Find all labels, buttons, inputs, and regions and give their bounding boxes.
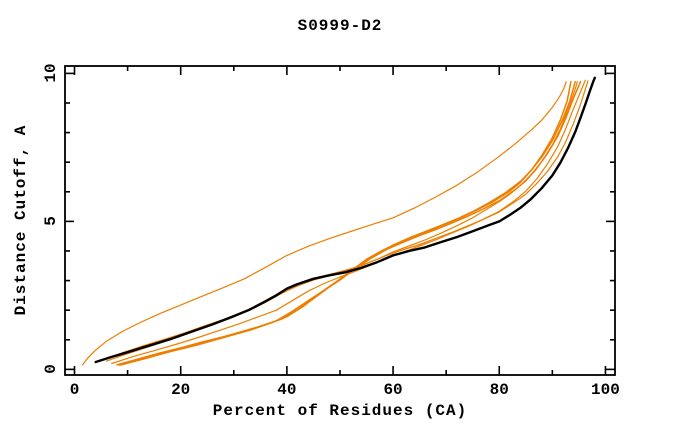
curve-orange-7: [111, 79, 586, 365]
curve-orange-3: [105, 81, 578, 362]
plot-title: S0999-D2: [297, 17, 383, 35]
y-axis-label: Distance Cutoff, A: [12, 124, 30, 316]
plot-frame: [64, 65, 616, 376]
curve-orange-2: [100, 80, 589, 362]
curve-orange-bundle-1: [116, 80, 582, 366]
x-tick-label: 80: [489, 381, 509, 399]
curve-orange-bundle-3: [118, 80, 572, 366]
x-tick-label: 0: [69, 381, 80, 399]
x-tick-label: 20: [171, 381, 191, 399]
x-tick-label: 40: [277, 381, 297, 399]
y-tick-label: 0: [42, 364, 60, 375]
x-axis-label: Percent of Residues (CA): [212, 402, 468, 420]
y-tick-label: 5: [42, 216, 60, 227]
curve-orange-bundle-2: [121, 80, 576, 366]
x-tick-label: 60: [383, 381, 403, 399]
curve-orange-high: [81, 81, 567, 366]
curve-reference-black: [94, 76, 596, 364]
x-tick-label: 100: [591, 381, 620, 399]
y-tick-label: 10: [42, 63, 60, 83]
